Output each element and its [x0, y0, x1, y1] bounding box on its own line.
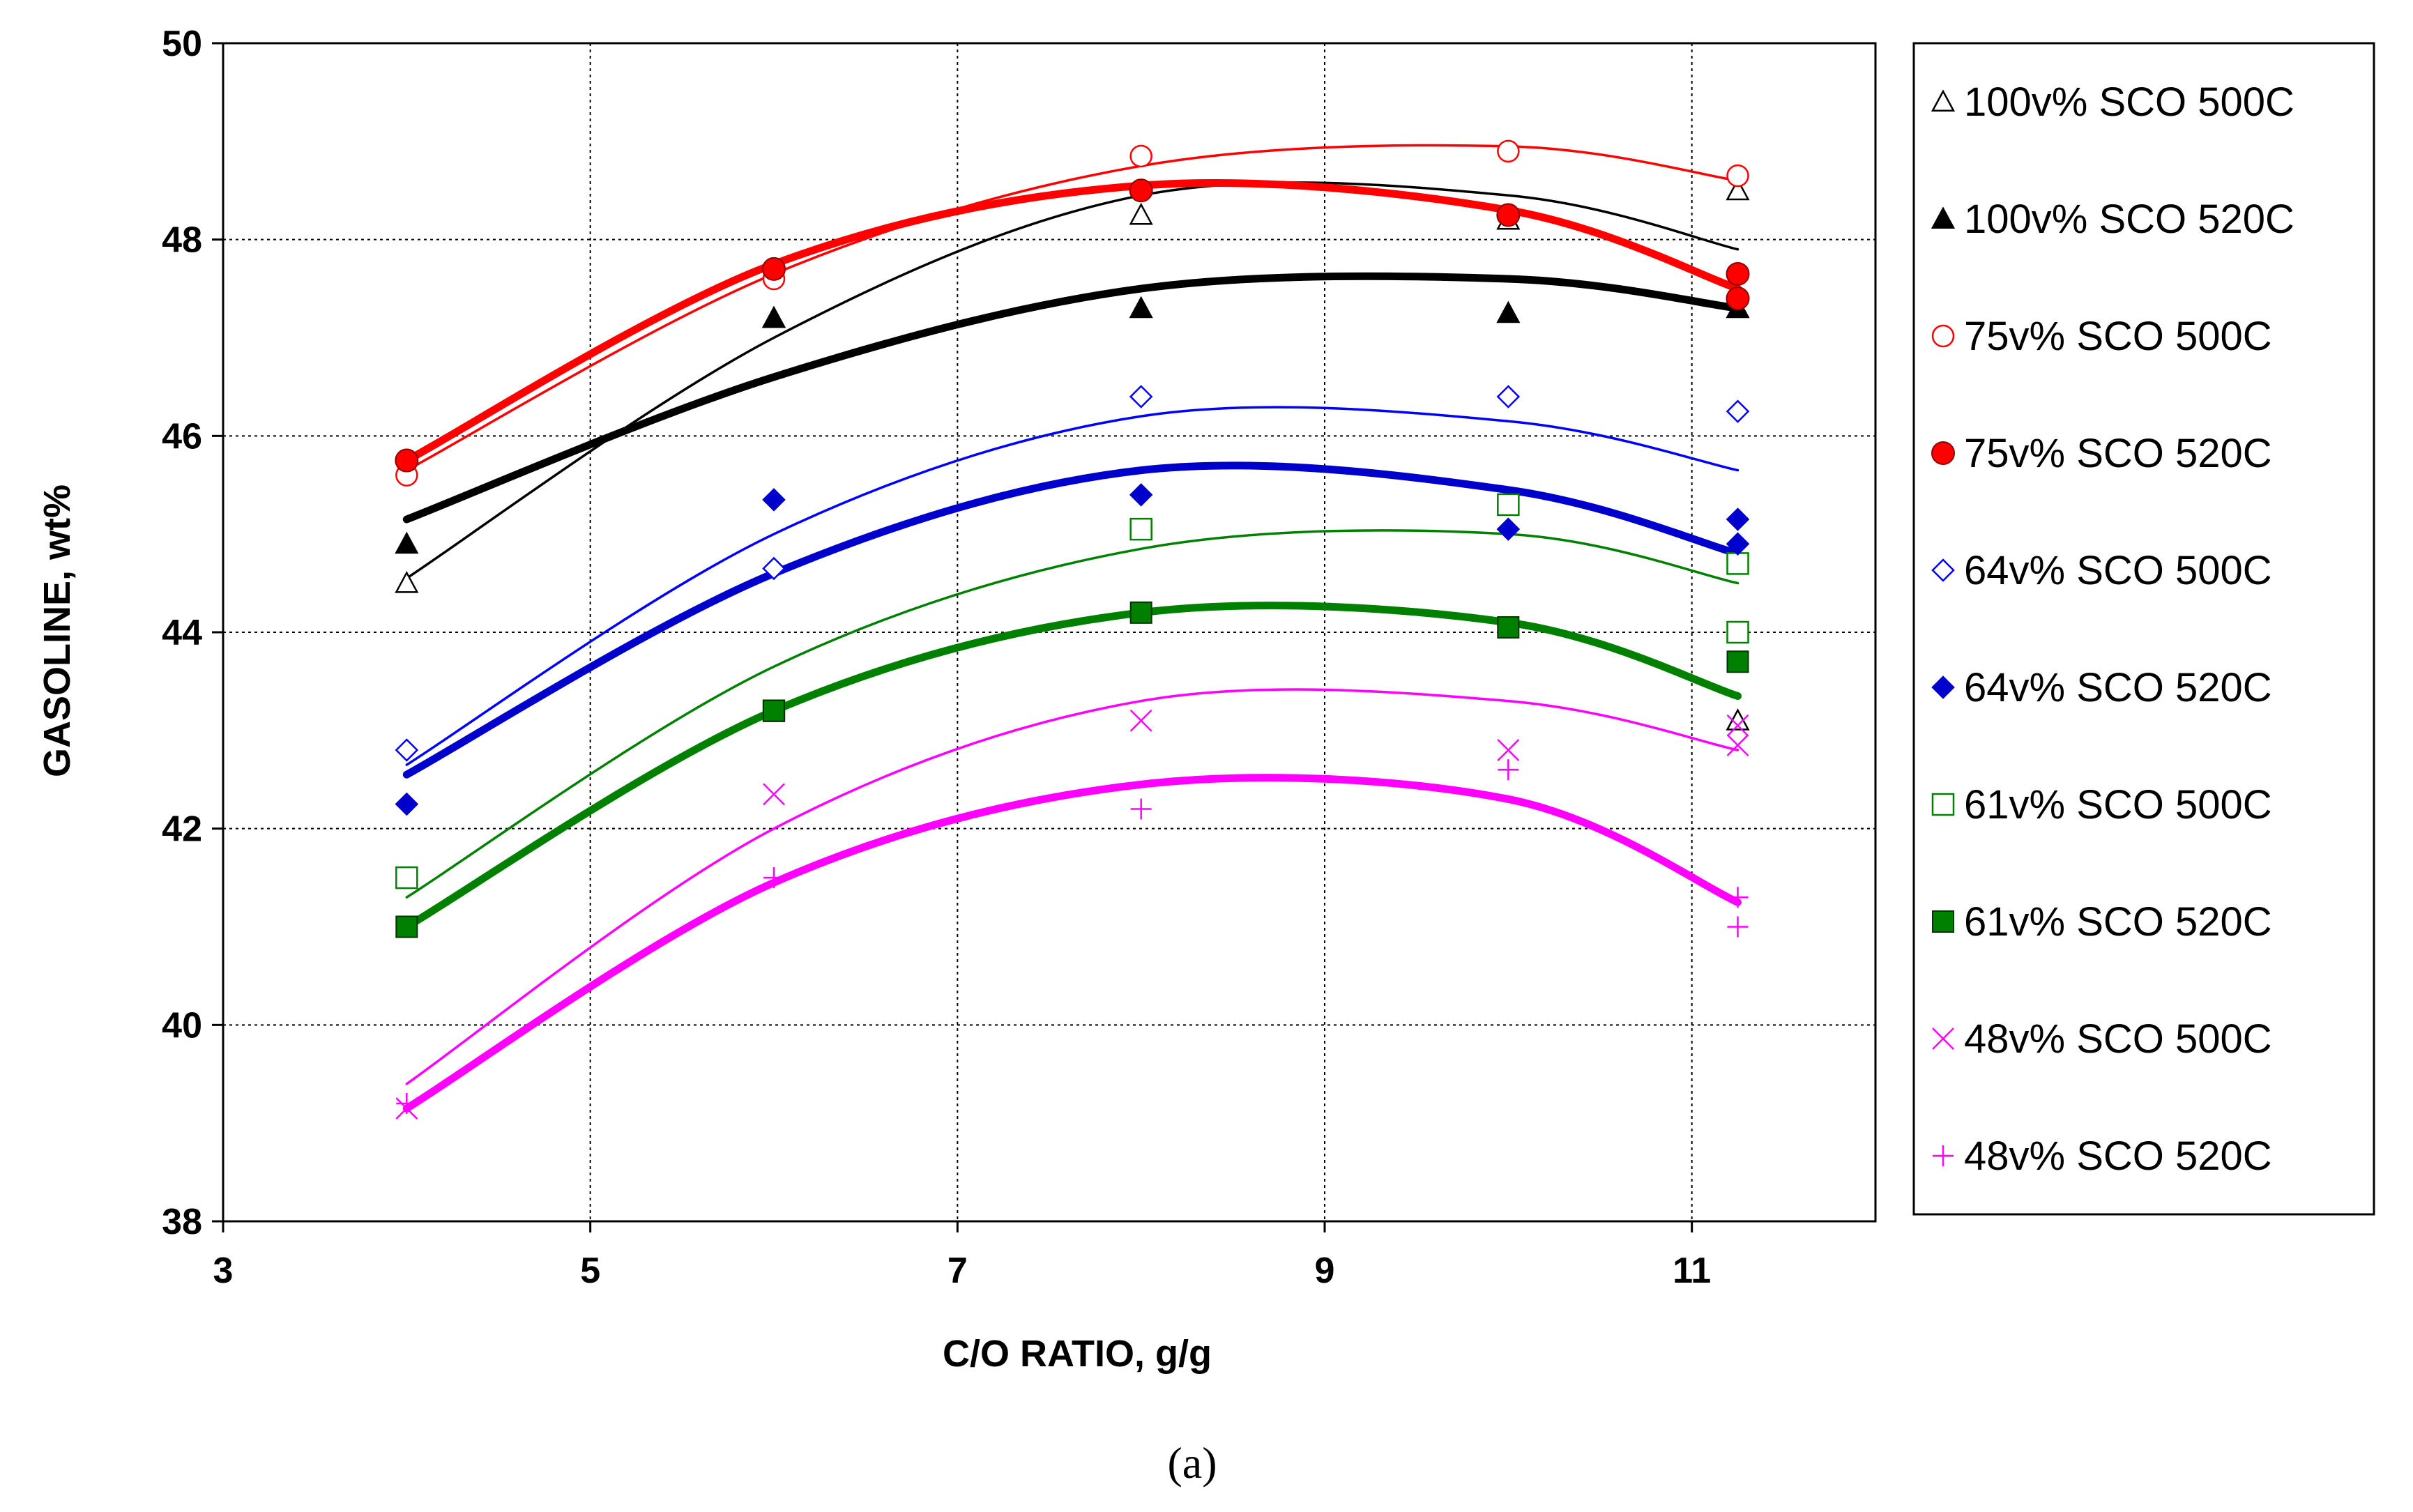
data-point-extra — [1727, 887, 1749, 908]
trendline-series-10 — [402, 774, 1742, 1113]
legend-label: 64v% SCO 500C — [1964, 548, 2272, 593]
data-point-series-3 — [1726, 164, 1749, 188]
data-point-series-9 — [1497, 739, 1520, 761]
data-point-series-4 — [1129, 178, 1153, 203]
legend-box — [1912, 42, 2375, 1216]
data-point-series-10 — [1498, 759, 1519, 781]
data-point-series-6 — [1496, 517, 1521, 541]
data-point-series-5 — [1129, 385, 1153, 408]
data-point-series-8 — [763, 699, 785, 722]
x-tick-label: 11 — [1673, 1251, 1711, 1291]
data-point-series-2 — [1496, 300, 1521, 323]
y-tick-label: 38 — [162, 1202, 202, 1242]
data-point-series-7 — [1129, 517, 1152, 541]
data-point-series-10 — [763, 867, 784, 889]
legend-label: 48v% SCO 520C — [1964, 1133, 2272, 1179]
data-point-series-1 — [395, 570, 419, 593]
data-point-series-1 — [1129, 202, 1153, 225]
y-tick-label: 50 — [162, 24, 202, 64]
x-tick-label: 9 — [1315, 1251, 1335, 1291]
y-axis-title: GASOLINE, wt% — [36, 484, 78, 777]
data-point-series-5 — [1496, 385, 1521, 408]
trendline-series-8 — [402, 602, 1742, 931]
data-point-series-7 — [1497, 493, 1520, 517]
data-point-series-9 — [1129, 709, 1152, 732]
legend-marker — [1932, 1028, 1954, 1050]
y-tick-label: 44 — [162, 613, 202, 653]
figure-caption: (a) — [1167, 1438, 1217, 1488]
data-point-series-2 — [761, 305, 786, 328]
data-point-series-10 — [1130, 798, 1152, 820]
data-point-series-5 — [395, 738, 419, 762]
data-point-series-5 — [1726, 399, 1750, 423]
x-tick-label: 5 — [580, 1251, 600, 1291]
data-point-series-7 — [1726, 552, 1749, 575]
legend-marker — [1932, 910, 1954, 933]
y-tick-label: 40 — [162, 1005, 202, 1046]
data-point-series-9 — [1726, 734, 1749, 756]
legend: 100v% SCO 500C 100v% SCO 520C 75v% SCO 500… — [1912, 42, 2375, 1216]
y-tick-label: 42 — [162, 809, 202, 850]
data-point-series-4 — [395, 448, 419, 473]
x-tick-label: 3 — [213, 1251, 234, 1291]
trendline-series-9 — [405, 688, 1740, 1085]
data-point-series-10 — [1727, 916, 1749, 938]
legend-marker — [1931, 441, 1955, 465]
y-tick-label: 48 — [162, 220, 202, 261]
data-point-extra — [1726, 620, 1749, 644]
legend-marker — [1931, 89, 1956, 112]
y-tick-label: 46 — [162, 416, 202, 457]
legend-label: 48v% SCO 500C — [1964, 1016, 2272, 1062]
data-point-series-8 — [1497, 616, 1520, 639]
data-point-series-2 — [1129, 296, 1153, 319]
legend-label: 100v% SCO 500C — [1964, 79, 2294, 125]
legend-label: 100v% SCO 520C — [1964, 197, 2294, 242]
data-point-series-8 — [395, 915, 418, 938]
data-point-series-5 — [762, 556, 786, 581]
data-point-series-7 — [395, 866, 418, 889]
legend-marker — [1933, 1145, 1954, 1166]
legend-label: 75v% SCO 500C — [1964, 314, 2272, 359]
legend-marker — [1931, 675, 1955, 699]
legend-marker — [1931, 793, 1955, 816]
data-point-extra — [1726, 287, 1750, 311]
data-point-series-4 — [1496, 203, 1521, 227]
data-point-series-6 — [1726, 507, 1750, 531]
data-point-series-6 — [395, 792, 419, 816]
trendline-series-4 — [402, 179, 1742, 465]
data-point-series-8 — [1726, 650, 1749, 673]
legend-marker — [1931, 324, 1955, 348]
data-point-series-3 — [1497, 139, 1520, 163]
data-point-series-10 — [396, 1093, 418, 1114]
data-point-series-4 — [1726, 261, 1750, 286]
trendline-series-2 — [402, 272, 1742, 524]
trendline-series-3 — [405, 144, 1740, 472]
legend-marker — [1931, 558, 1955, 582]
data-point-series-1 — [1726, 178, 1750, 201]
trendline-series-6 — [402, 461, 1742, 779]
legend-label: 75v% SCO 520C — [1964, 431, 2272, 476]
legend-label: 61v% SCO 520C — [1964, 899, 2272, 945]
data-point-extra — [1726, 714, 1749, 737]
data-point-series-8 — [1129, 601, 1152, 624]
data-point-extra — [1726, 532, 1750, 556]
x-tick-label: 7 — [947, 1251, 968, 1291]
data-point-series-3 — [1129, 144, 1152, 168]
data-point-series-6 — [762, 488, 786, 512]
trendline-series-7 — [405, 529, 1740, 899]
data-point-series-2 — [395, 531, 419, 554]
trendline-series-5 — [405, 406, 1740, 766]
x-axis-title: C/O RATIO, g/g — [943, 1333, 1212, 1375]
data-point-series-4 — [762, 257, 786, 281]
data-point-series-9 — [763, 783, 785, 806]
legend-marker — [1931, 206, 1956, 229]
data-point-series-6 — [1129, 483, 1153, 507]
legend-label: 64v% SCO 520C — [1964, 665, 2272, 710]
plot-area: 3 5 7 9 11 38 40 42 44 46 48 50 — [162, 24, 1877, 1291]
legend-label: 61v% SCO 500C — [1964, 782, 2272, 827]
